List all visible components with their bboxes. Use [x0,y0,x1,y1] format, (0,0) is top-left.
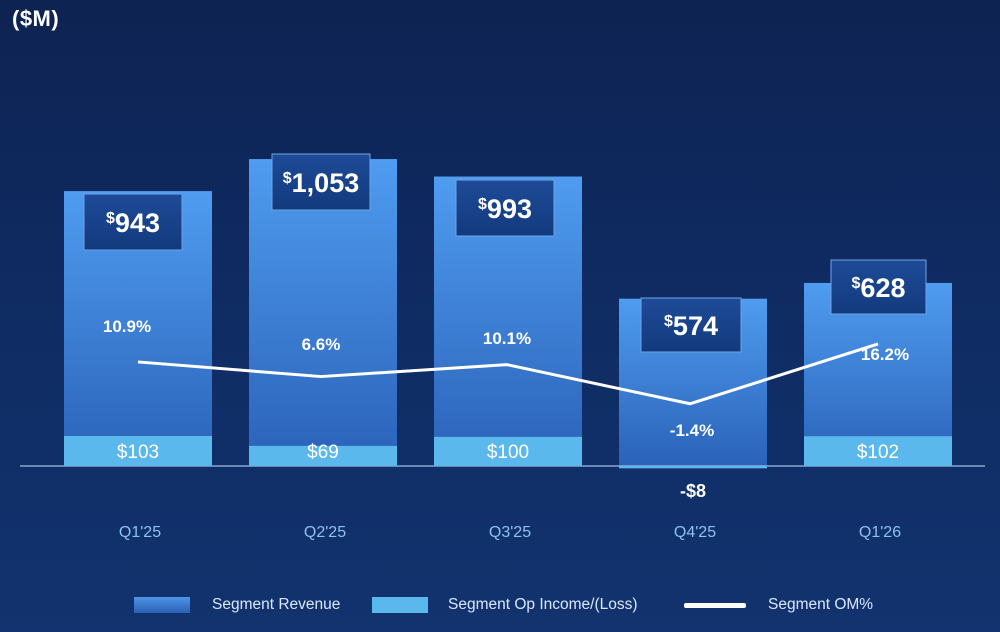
op-income-bar [64,435,212,466]
om-value-label: 10.9% [103,317,151,336]
om-line [137,342,879,406]
revenue-value-box [455,179,555,237]
unit-label: ($M) [12,6,60,31]
category-tick-label: Q1'25 [119,524,161,541]
op-income-bar [619,466,767,469]
om-value-label: 10.1% [483,329,531,348]
revenue-value-label: $993 [478,194,532,224]
legend-item-op-income: Segment Op Income/(Loss) [372,593,638,617]
revenue-value-box [271,153,371,211]
category-tick-label: Q4'25 [674,524,716,541]
revenue-value-label: $943 [106,208,160,238]
legend-label-revenue: Segment Revenue [212,596,341,613]
op-income-label: $102 [857,442,899,463]
om-value-label: 16.2% [861,345,909,364]
category-tick-label: Q2'25 [304,524,346,541]
legend-item-revenue: Segment Revenue [134,593,340,617]
revenue-value-label: $628 [852,273,906,303]
om-value-label: -1.4% [670,421,714,440]
op-income-bar [434,436,582,466]
revenue-value-box [83,193,183,251]
category-tick-label: Q1'26 [859,524,901,541]
op-income-bar [249,445,397,466]
legend-item-om: Segment OM% [684,593,873,617]
revenue-value-label: $1,053 [283,168,359,198]
op-income-label: $69 [307,442,339,463]
revenue-value-label: $574 [664,311,718,341]
op-income-label: $100 [487,442,529,463]
op-income-bar [804,436,952,466]
legend-label-om: Segment OM% [768,596,874,613]
legend-swatch-revenue [134,597,190,613]
category-tick-label: Q3'25 [489,524,531,541]
om-value-label: 6.6% [302,335,341,354]
revenue-value-box [830,259,927,315]
revenue-value-box [640,297,742,353]
legend-swatch-op-income [372,597,428,613]
legend-label-op-income: Segment Op Income/(Loss) [448,596,638,613]
op-income-label: -$8 [680,481,706,501]
op-income-label: $103 [117,442,159,463]
legend: Segment Revenue Segment Op Income/(Loss)… [0,593,1000,619]
legend-swatch-om [684,602,746,608]
